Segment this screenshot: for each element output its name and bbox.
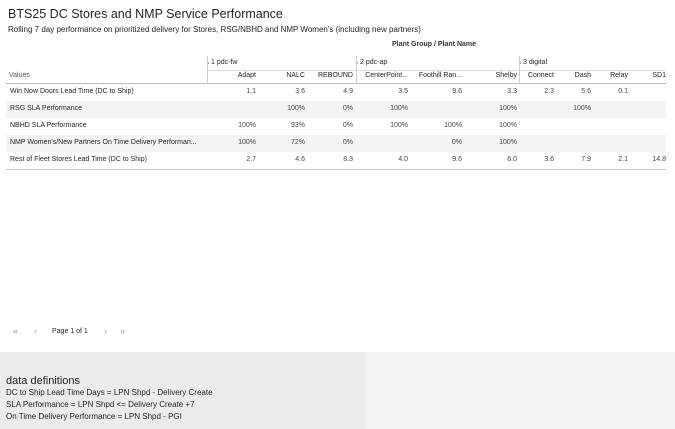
column-header: Foothill Ran... — [418, 72, 462, 79]
row-label: Win Now Doors Lead Time (DC to Ship) — [10, 88, 134, 95]
cell: 93% — [290, 122, 305, 129]
column-header-label: Plant Group / Plant Name — [392, 41, 477, 48]
cell: 2.1 — [618, 156, 628, 163]
column-header: NALC — [286, 72, 305, 79]
cell: 8.3 — [343, 156, 353, 163]
cell: 100% — [287, 105, 305, 112]
cell: 0% — [342, 105, 353, 112]
row-label: Rest of Fleet Stores Lead Time (DC to Sh… — [10, 156, 147, 163]
group-header: 2 pdc-ap — [360, 59, 388, 66]
first-page[interactable]: « — [13, 326, 19, 336]
cell: 3.6 — [544, 156, 554, 163]
definitions-title: data definitions — [6, 375, 80, 387]
next-page[interactable]: › — [104, 326, 107, 336]
row-bg — [6, 84, 666, 101]
group-header: 1 pdc-fw — [211, 59, 238, 66]
prev-page[interactable]: ‹ — [34, 326, 37, 336]
table-bottom — [6, 169, 666, 170]
row-bg — [6, 118, 666, 135]
cell: 100% — [499, 122, 517, 129]
cell: 6.0 — [507, 156, 517, 163]
cell: 4.9 — [343, 88, 353, 95]
column-header: Connect — [527, 72, 554, 79]
row-label: NBHD SLA Performance — [10, 122, 87, 129]
title: BTS25 DC Stores and NMP Service Performa… — [8, 7, 283, 21]
definition-line: On Time Delivery Performance = LPN Shpd … — [6, 412, 182, 421]
column-header: Relay — [610, 72, 628, 79]
header-line — [207, 70, 666, 71]
cell: 3.6 — [295, 88, 305, 95]
column-header: REBOUND — [317, 72, 353, 79]
cell: 5.6 — [581, 88, 591, 95]
column-header: Dash — [574, 72, 591, 79]
cell: 9.6 — [452, 156, 462, 163]
cell: 100% — [238, 122, 256, 129]
cell: 0% — [451, 139, 462, 146]
cell: 100% — [499, 139, 517, 146]
cell: 14.8 — [652, 156, 666, 163]
cell: 2.3 — [544, 88, 554, 95]
definition-line: SLA Performance = LPN Shpd <= Delivery C… — [6, 400, 195, 409]
cell: 3.5 — [398, 88, 408, 95]
column-header: SD1 — [652, 72, 666, 79]
row-bg — [6, 152, 666, 169]
row-label: NMP Women's/New Partners On Time Deliver… — [10, 139, 197, 146]
column-header: Adapt — [237, 72, 256, 79]
last-page[interactable]: » — [120, 326, 126, 336]
cell: 7.9 — [581, 156, 591, 163]
subtitle: Rolling 7 day performance on prioritized… — [8, 25, 421, 34]
cell: 4.0 — [398, 156, 408, 163]
cell: 100% — [390, 122, 408, 129]
definition-line: DC to Ship Lead Time Days = LPN Shpd - D… — [6, 388, 213, 397]
row-bg — [6, 101, 666, 118]
cell: 2.7 — [246, 156, 256, 163]
cell: 100% — [444, 122, 462, 129]
cell: 100% — [390, 105, 408, 112]
cell: 0% — [342, 139, 353, 146]
cell: 1.1 — [246, 88, 256, 95]
row-header-label: Values — [9, 72, 30, 79]
cell: 100% — [499, 105, 517, 112]
column-header: CenterPoint... — [365, 72, 408, 79]
column-header: Shelby — [495, 72, 517, 79]
cell: 3.3 — [507, 88, 517, 95]
cell: 9.6 — [452, 88, 462, 95]
cell: 100% — [238, 139, 256, 146]
cell: 0.1 — [618, 88, 628, 95]
group-header: 3 digital — [523, 59, 548, 66]
row-bg — [6, 135, 666, 152]
row-label: RSG SLA Performance — [10, 105, 82, 112]
definitions-box — [0, 352, 365, 429]
cell: 100% — [573, 105, 591, 112]
page-indicator: Page 1 of 1 — [52, 328, 88, 335]
header-bottom — [6, 83, 666, 84]
cell: 4.6 — [295, 156, 305, 163]
cell: 0% — [342, 122, 353, 129]
cell: 72% — [290, 139, 305, 146]
